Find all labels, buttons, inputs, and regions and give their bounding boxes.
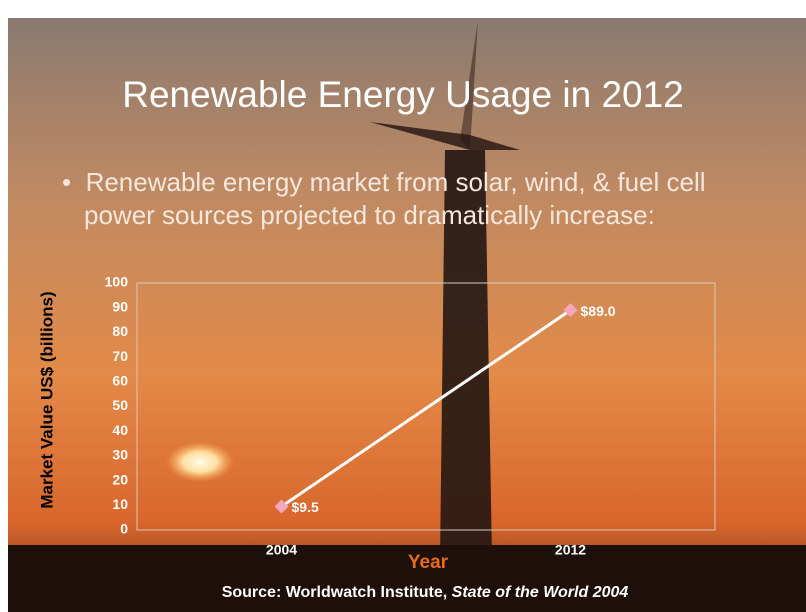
value-label: $9.5 (292, 499, 319, 515)
sun (166, 442, 234, 482)
x-axis-label: Year (408, 552, 449, 573)
bullet-text: Renewable energy market from solar, wind… (84, 167, 706, 230)
turbine-tower (440, 150, 492, 560)
turbine-blade (370, 122, 520, 150)
marker (563, 303, 578, 318)
plot-area (136, 282, 716, 531)
y-axis-label: Market Value US$ (billions) (37, 291, 56, 508)
background (8, 18, 806, 612)
source-title: State of the World 2004 (452, 584, 629, 601)
y-tick-label: 90 (112, 298, 128, 314)
source: Source: Worldwatch Institute, State of t… (222, 584, 629, 601)
x-tick-label: 2004 (266, 542, 297, 558)
y-tick-label: 30 (112, 447, 128, 463)
y-tick-label: 60 (112, 373, 128, 389)
y-tick-label: 80 (112, 323, 128, 339)
line (280, 308, 572, 508)
slide-title: Renewable Energy Usage in 2012 (122, 74, 684, 115)
bullet: • Renewable energy market from solar, wi… (62, 166, 774, 232)
y-tick-label: 0 (120, 521, 128, 537)
ground (8, 545, 806, 612)
bullet-dot: • (62, 167, 86, 197)
source-text: Source: Worldwatch Institute, (222, 584, 448, 601)
y-tick-label: 50 (112, 397, 128, 413)
turbine-blade (460, 20, 478, 150)
y-tick-label: 40 (112, 422, 128, 438)
y-tick-label: 10 (112, 496, 128, 512)
value-label: $89.0 (581, 303, 616, 319)
y-tick-label: 100 (105, 274, 129, 290)
marker (274, 499, 289, 514)
y-tick-label: 20 (112, 471, 128, 487)
y-tick-label: 70 (112, 348, 128, 364)
x-tick-label: 2012 (555, 542, 586, 558)
